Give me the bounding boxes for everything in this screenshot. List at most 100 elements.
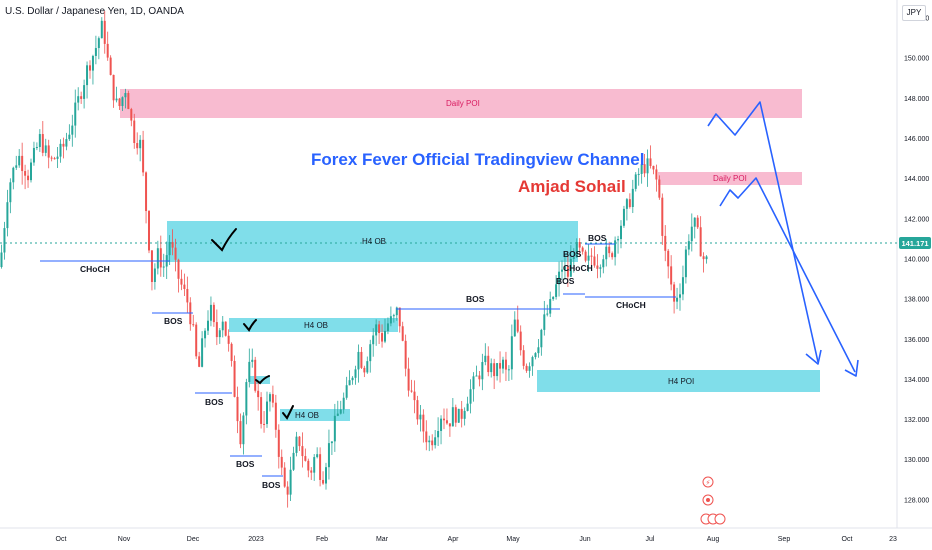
x-tick-label: Nov xyxy=(118,536,131,543)
candle-body xyxy=(133,120,136,144)
candle-body xyxy=(230,343,233,361)
projection-path-2 xyxy=(719,177,856,373)
candle-body xyxy=(277,429,280,457)
candle-body xyxy=(59,143,62,157)
candle-body xyxy=(68,134,71,140)
candle-body xyxy=(209,304,212,321)
candle-body xyxy=(386,323,389,331)
choch-label: CHoCH xyxy=(616,300,646,310)
candle-body xyxy=(307,460,310,471)
candle-body xyxy=(233,360,236,397)
candle-body xyxy=(614,240,617,258)
check-marks xyxy=(211,228,294,420)
candle-body xyxy=(673,284,676,302)
candle-body xyxy=(699,227,702,257)
x-tick-label: 2023 xyxy=(248,536,264,543)
candle-body xyxy=(245,382,248,416)
candle-body xyxy=(451,407,454,427)
candle-body xyxy=(534,353,537,358)
candle-body xyxy=(490,363,493,373)
event-icons[interactable]: ⚡ xyxy=(700,476,726,525)
candle-body xyxy=(566,266,569,277)
candle-body xyxy=(667,250,670,267)
x-tick-label: Mar xyxy=(376,536,389,543)
candle-body xyxy=(640,164,643,174)
candle-body xyxy=(316,454,319,458)
candle-body xyxy=(561,269,563,272)
currency-button[interactable]: JPY xyxy=(902,5,926,21)
choch-label: CHoCH xyxy=(80,264,110,274)
choch-label: CHoCH xyxy=(563,263,593,273)
candle-body xyxy=(655,169,658,180)
candle-body xyxy=(304,456,307,461)
candle-body xyxy=(410,390,413,392)
candle-body xyxy=(572,257,575,259)
candle-body xyxy=(354,369,357,378)
candle-body xyxy=(431,440,434,446)
candle-body xyxy=(652,165,655,170)
structure-labels: CHoCH BOS BOS BOS BOS BOS BOS BOS CHoCH … xyxy=(80,233,646,490)
candle-body xyxy=(142,139,145,173)
candle-body xyxy=(71,125,74,135)
candle-body xyxy=(186,288,189,303)
candle-body xyxy=(0,252,3,268)
candle-body xyxy=(274,402,277,430)
candle-body xyxy=(168,242,171,256)
candle-body xyxy=(62,143,65,147)
y-tick-label: 128.000 xyxy=(904,497,929,504)
candle-body xyxy=(44,145,47,153)
candle-body xyxy=(460,408,463,419)
candle-body xyxy=(12,167,15,183)
candle-body xyxy=(80,96,83,99)
x-tick-label: Oct xyxy=(842,536,853,543)
check-mark-icon xyxy=(211,228,237,252)
candle-body xyxy=(148,211,150,251)
candle-body xyxy=(428,440,431,443)
y-tick-label: 148.000 xyxy=(904,96,929,103)
candle-body xyxy=(581,247,584,252)
candle-body xyxy=(599,267,602,269)
candle-body xyxy=(549,299,552,314)
candle-body xyxy=(702,256,705,260)
candle-body xyxy=(454,407,457,423)
candle-body xyxy=(286,486,289,495)
y-tick-label: 130.000 xyxy=(904,457,929,464)
candle-body xyxy=(3,228,6,253)
candle-body xyxy=(569,258,572,277)
daily-poi-zone-1 xyxy=(120,89,802,118)
candle-body xyxy=(35,147,38,149)
candle-body xyxy=(384,330,386,342)
candle-body xyxy=(631,188,634,207)
candle-body xyxy=(575,242,578,258)
candle-body xyxy=(602,259,605,268)
candle-body xyxy=(336,413,339,416)
candle-body xyxy=(531,357,534,367)
candle-body xyxy=(127,93,130,110)
x-tick-label: 23 xyxy=(889,536,897,543)
candle-body xyxy=(50,157,53,159)
candle-body xyxy=(375,324,378,336)
bos-label: BOS xyxy=(563,249,582,259)
candle-body xyxy=(89,65,91,71)
projection-arrowhead-2 xyxy=(844,359,859,377)
candle-body xyxy=(670,266,673,285)
y-tick-label: 144.000 xyxy=(904,176,929,183)
candle-body xyxy=(322,479,325,484)
candle-body xyxy=(136,143,139,149)
zones-layer xyxy=(120,89,820,421)
candle-body xyxy=(339,409,342,414)
bos-label: BOS xyxy=(164,316,183,326)
price-axis[interactable]: 128.000 130.000 132.000 134.000 136.000 138.0… xyxy=(904,16,929,505)
time-axis[interactable]: Oct Nov Dec 2023 Feb Mar Apr May Jun Jul Aug Sep Oct… xyxy=(56,536,897,543)
candle-body xyxy=(97,38,100,49)
symbol-title[interactable]: U.S. Dollar / Japanese Yen, 1D, OANDA xyxy=(5,6,184,17)
candle-body xyxy=(333,415,336,442)
candle-body xyxy=(478,375,481,380)
candle-body xyxy=(413,391,416,401)
check-mark-icon xyxy=(255,375,270,385)
candle-body xyxy=(608,246,611,254)
zone-labels: Daily POI Daily POI H4 OB H4 OB H4 OB H4… xyxy=(295,99,747,420)
candle-body xyxy=(212,304,215,323)
candle-body xyxy=(605,246,608,260)
